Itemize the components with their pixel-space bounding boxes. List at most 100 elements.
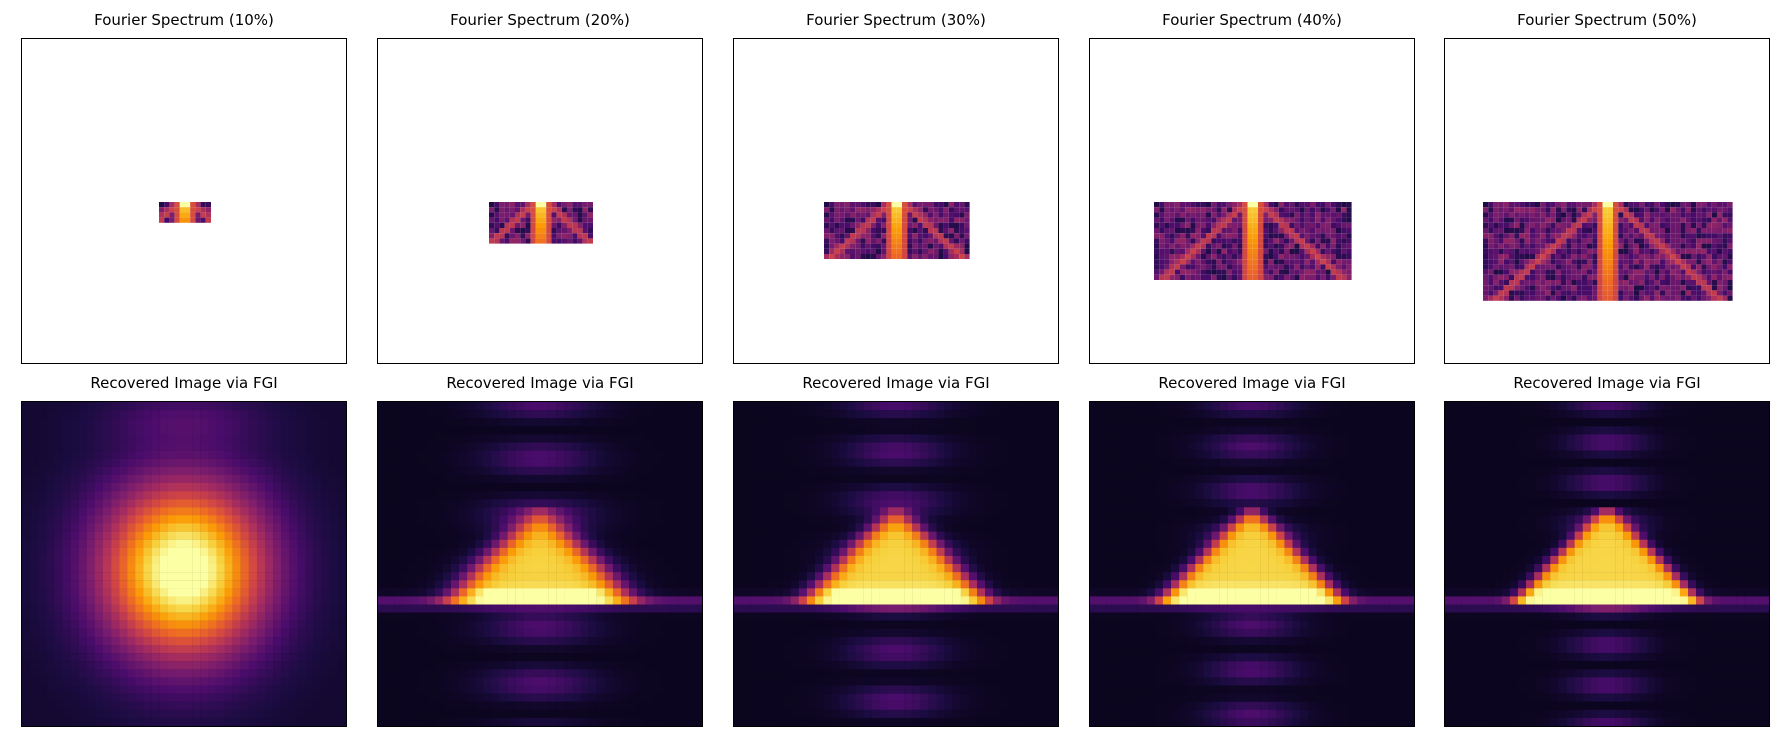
- heatmap-cell: [483, 531, 492, 540]
- heatmap-cell: [661, 580, 670, 589]
- heatmap-cell: [596, 499, 605, 508]
- heatmap-cell: [637, 636, 646, 646]
- heatmap-cell: [588, 474, 597, 484]
- heatmap-cell: [881, 248, 887, 254]
- heatmap-cell: [273, 596, 282, 605]
- heatmap-cell: [394, 677, 403, 686]
- heatmap-cell: [265, 709, 274, 719]
- heatmap-cell: [450, 636, 460, 646]
- heatmap-cell: [410, 531, 419, 540]
- heatmap-cell: [515, 661, 524, 670]
- heatmap-cell: [653, 483, 662, 492]
- heatmap-cell: [621, 636, 630, 646]
- heatmap-cell: [232, 523, 241, 532]
- heatmap-cell: [1639, 248, 1645, 254]
- heatmap-cell: [604, 572, 614, 581]
- heatmap-cell: [1221, 238, 1227, 244]
- heatmap-cell: [612, 483, 622, 492]
- heatmap-cell: [564, 402, 573, 411]
- heatmap-cell: [548, 620, 557, 629]
- heatmap-cell: [1566, 254, 1572, 260]
- heatmap-cell: [46, 434, 55, 443]
- heatmap-cell: [661, 515, 670, 524]
- heatmap-cell: [580, 612, 589, 621]
- heatmap-cell: [523, 523, 533, 532]
- heatmap-cell: [70, 620, 79, 629]
- heatmap-cell: [685, 483, 695, 492]
- heatmap-cell: [693, 604, 702, 613]
- heatmap-cell: [1503, 228, 1510, 234]
- heatmap-cell: [531, 645, 541, 654]
- heatmap-cell: [685, 507, 695, 516]
- heatmap-cell: [475, 547, 484, 557]
- heatmap-cell: [200, 596, 209, 605]
- heatmap-cell: [94, 426, 104, 435]
- heatmap-cell: [891, 254, 897, 260]
- heatmap-cell: [378, 661, 387, 670]
- heatmap-cell: [321, 661, 330, 670]
- heatmap-cell: [1711, 207, 1718, 213]
- heatmap-cell: [1685, 290, 1692, 296]
- heatmap-cell: [922, 222, 929, 228]
- heatmap-cell: [1628, 222, 1634, 228]
- heatmap-cell: [491, 507, 500, 516]
- heatmap-cell: [184, 418, 193, 427]
- heatmap-cell: [1336, 269, 1342, 275]
- heatmap-cell: [216, 515, 225, 524]
- heatmap-cell: [1206, 222, 1212, 228]
- heatmap-cell: [265, 450, 274, 459]
- heatmap-cell: [693, 612, 702, 621]
- heatmap-cell: [281, 555, 290, 565]
- heatmap-cell: [1587, 285, 1593, 291]
- heatmap-cell: [917, 238, 923, 244]
- heatmap-cell: [938, 238, 944, 244]
- heatmap-cell: [693, 410, 702, 419]
- heatmap-cell: [653, 604, 662, 613]
- heatmap-cell: [1299, 217, 1305, 223]
- heatmap-cell: [1566, 243, 1572, 249]
- heatmap-cell: [192, 515, 201, 524]
- heatmap-cell: [1159, 274, 1165, 280]
- heatmap-cell: [208, 653, 217, 662]
- heatmap-cell: [175, 458, 185, 467]
- heatmap-cell: [248, 474, 258, 484]
- heatmap-cell: [561, 212, 567, 218]
- heatmap-cell: [612, 410, 622, 419]
- heatmap-cell: [273, 604, 282, 613]
- heatmap-cell: [1540, 238, 1546, 244]
- heatmap-cell: [135, 604, 144, 613]
- heatmap-cell: [834, 243, 840, 249]
- heatmap-cell: [933, 238, 939, 244]
- heatmap-cell: [1644, 243, 1650, 249]
- heatmap-cell: [1211, 212, 1217, 218]
- heatmap-cell: [1514, 259, 1520, 265]
- heatmap-cell: [450, 474, 460, 484]
- heatmap-cell: [475, 531, 484, 540]
- heatmap-cell: [499, 499, 508, 508]
- heatmap-cell: [1514, 264, 1520, 270]
- heatmap-cell: [1602, 238, 1608, 244]
- heatmap-cell: [564, 547, 573, 557]
- heatmap-cell: [629, 418, 638, 427]
- heatmap-cell: [1555, 243, 1562, 249]
- heatmap-cell: [902, 254, 908, 260]
- heatmap-cell: [240, 596, 249, 605]
- heatmap-cell: [386, 572, 395, 581]
- heatmap-cell: [1159, 243, 1165, 249]
- heatmap-cell: [499, 238, 505, 244]
- heatmap-cell: [572, 628, 581, 638]
- heatmap-cell: [1524, 264, 1530, 270]
- heatmap-cell: [1195, 217, 1201, 223]
- heatmap-cell: [467, 564, 476, 573]
- heatmap-cell: [54, 693, 63, 702]
- heatmap-cell: [1483, 207, 1489, 213]
- heatmap-cell: [1242, 228, 1248, 234]
- heatmap-cell: [459, 547, 468, 557]
- heatmap-cell: [1159, 207, 1165, 213]
- heatmap-cell: [22, 717, 31, 726]
- heatmap-cell: [78, 483, 87, 492]
- heatmap-cell: [1727, 233, 1733, 239]
- heatmap-cell: [70, 669, 79, 678]
- heatmap-cell: [907, 228, 913, 234]
- recovered-image-20-panel: [377, 401, 703, 727]
